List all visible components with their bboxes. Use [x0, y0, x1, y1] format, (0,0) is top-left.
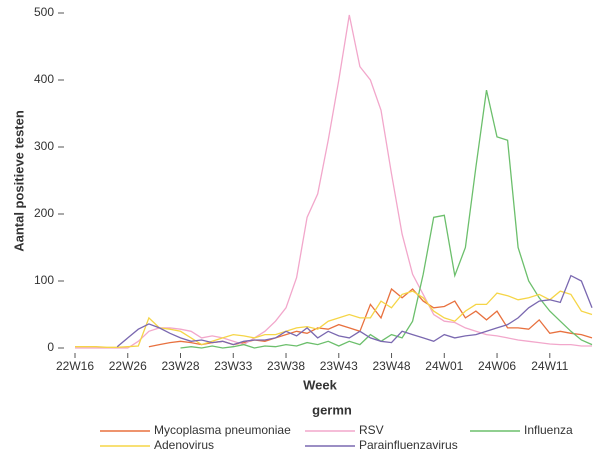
- y-tick-label: 0: [47, 340, 54, 354]
- y-tick-label: 200: [34, 206, 54, 220]
- legend-label: RSV: [359, 423, 384, 437]
- legend-title: germn: [312, 402, 352, 417]
- x-tick-label: 23W28: [161, 359, 199, 373]
- legend-label: Influenza: [524, 423, 573, 437]
- x-tick-label: 23W33: [214, 359, 252, 373]
- x-tick-label: 22W16: [56, 359, 94, 373]
- legend-label: Parainfluenzavirus: [359, 438, 458, 452]
- x-tick-label: 24W11: [531, 359, 568, 373]
- y-axis-label: Aantal positieve testen: [11, 110, 26, 252]
- x-tick-label: 23W48: [373, 359, 411, 373]
- legend-label: Mycoplasma pneumoniae: [154, 423, 291, 437]
- y-tick-label: 100: [34, 273, 54, 287]
- y-tick-label: 500: [34, 5, 54, 19]
- legend-label: Adenovirus: [154, 438, 214, 452]
- x-tick-label: 23W43: [320, 359, 358, 373]
- x-tick-label: 23W38: [267, 359, 305, 373]
- series-line: [116, 274, 593, 348]
- x-tick-label: 24W01: [425, 359, 463, 373]
- y-tick-label: 400: [34, 72, 54, 86]
- x-axis-label: Week: [303, 377, 337, 392]
- y-tick-label: 300: [34, 139, 54, 153]
- series-line: [180, 89, 593, 349]
- x-tick-label: 24W06: [478, 359, 516, 373]
- x-tick-label: 22W26: [109, 359, 147, 373]
